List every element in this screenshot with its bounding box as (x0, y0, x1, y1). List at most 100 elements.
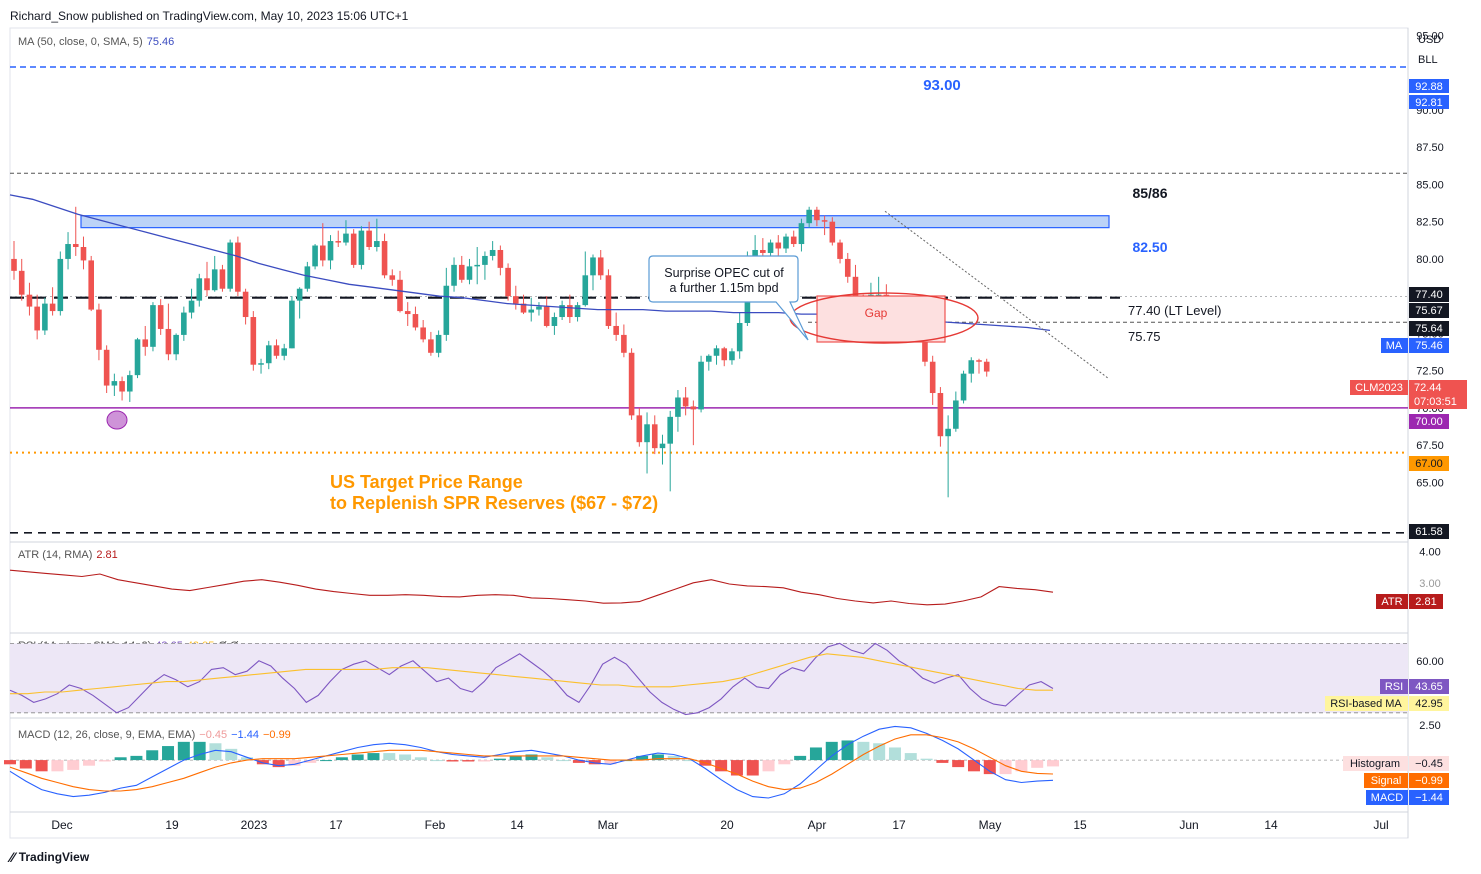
tag-7740-bg (1409, 287, 1449, 302)
tag-9281: 92.81 (1415, 97, 1443, 109)
y-tick-label: 95.00 (1416, 30, 1444, 42)
candle-body (374, 241, 380, 248)
macd-hist-bar (478, 760, 491, 762)
candle-body (57, 258, 64, 312)
candle-body (181, 312, 187, 335)
candle-body (127, 375, 133, 392)
macd-hist-bar (525, 754, 538, 761)
macd-hist-bar (841, 740, 854, 761)
level-93-label: 93.00 (923, 77, 961, 94)
candle-body (320, 245, 326, 261)
candle-body (304, 266, 311, 289)
y-tick-label: 65.00 (1416, 477, 1444, 489)
macd-hist-bar (304, 760, 317, 763)
tag-7000-bg (1409, 414, 1449, 429)
indicator-tags: ATR 2.81 RSI 43.65 RSI-based MA 42.95 Hi… (1325, 594, 1449, 805)
chart-frame (9, 27, 1409, 839)
candle-body (381, 241, 388, 276)
candle-body (976, 360, 982, 362)
macd-hist-bar (509, 755, 522, 761)
macd-hist-bar (967, 760, 980, 772)
candle-body (983, 361, 990, 372)
macd-hist-bar (588, 760, 601, 765)
candle-body (706, 355, 712, 362)
candle-body (752, 249, 758, 258)
hist-value-tag-bg (1409, 756, 1449, 771)
gap-label: Gap (865, 306, 888, 320)
resistance-zone (80, 215, 1110, 229)
macd-line (9, 725, 1054, 799)
macd-hist-bar (288, 760, 301, 766)
opec-callout-line1: Surprise OPEC cut of (664, 266, 784, 280)
rsi-band-fill (10, 643, 1408, 713)
y-tick-label: 80.00 (1416, 254, 1444, 266)
candle-body (157, 305, 164, 329)
tag-7564: 75.64 (1415, 323, 1443, 335)
atr-value-tag: 2.81 (1415, 596, 1436, 608)
x-tick-label: Mar (598, 818, 619, 832)
level-7740-label: 77.40 (LT Level) (1128, 303, 1221, 318)
candle-body (265, 345, 272, 364)
candle-body (111, 381, 118, 386)
macd-hist-bar (730, 760, 743, 776)
symbol-tag-bg (1350, 380, 1408, 395)
candle-body (80, 247, 87, 261)
candle-body (211, 269, 218, 291)
macd-hist-bar (462, 760, 475, 762)
candle-body (667, 416, 673, 444)
atr-pane: 4.00 3.00 (9, 546, 1441, 606)
candle-body (34, 306, 40, 331)
tag-7546: 75.46 (1415, 340, 1443, 352)
y-tick-label: 67.50 (1416, 440, 1444, 452)
macd-hist-bar (857, 741, 870, 761)
candle-body (281, 348, 287, 356)
tag-6158: 61.58 (1415, 526, 1443, 538)
macd-hist-bar (98, 760, 111, 762)
candle-body (165, 328, 172, 355)
macd-hist-bar (446, 760, 459, 762)
candle-body (204, 278, 210, 291)
atr-line (9, 569, 1054, 606)
macd-hist-bar (19, 760, 32, 769)
opec-callout-line2: a further 1.15m bpd (669, 281, 778, 295)
atr-value-tag-bg (1409, 594, 1443, 609)
hist-tag-bg (1343, 756, 1408, 771)
macd-hist-bar (778, 760, 791, 765)
rsi-line (9, 642, 1054, 716)
last-price-tag: 72.44 (1414, 382, 1442, 394)
symbol-tag: CLM2023 (1355, 382, 1403, 394)
candle-body (659, 443, 666, 449)
macd-hist-bar (1047, 760, 1059, 767)
macd-hist-bar (383, 753, 396, 761)
swing-low-marker (106, 410, 128, 430)
macd-tag: MACD (1371, 792, 1403, 804)
macd-tag-bg (1366, 790, 1408, 805)
candle-body (412, 314, 419, 328)
candle-body (574, 305, 581, 318)
candle-body (922, 324, 928, 362)
signal-value-tag-bg (1409, 773, 1449, 788)
x-tick-label: Jun (1179, 818, 1198, 832)
candle-body (536, 306, 542, 310)
spr-range-line2: to Replenish SPR Reserves ($67 - $72) (330, 493, 658, 513)
candle-body (428, 339, 434, 353)
candle-body (466, 266, 473, 280)
unit-label: BLL (1418, 54, 1438, 66)
atr-tag-bg (1376, 594, 1408, 609)
rsi-pane: 60.00 (9, 642, 1444, 716)
macd-value-tag-bg (1409, 790, 1449, 805)
y-tick-label: 82.50 (1416, 217, 1444, 229)
macd-hist-bar (320, 760, 333, 762)
candle-body (188, 300, 195, 313)
downtrend-line (884, 210, 1109, 379)
tag-7740: 77.40 (1415, 289, 1443, 301)
tag-9288: 92.88 (1415, 81, 1443, 93)
macd-hist-bar (683, 760, 696, 762)
macd-hist-bar (209, 743, 222, 761)
candle-body (505, 267, 511, 297)
macd-indicator-label: MACD (12, 26, close, 9, EMA, EMA) −0.45 −1… (18, 729, 291, 741)
tag-6700-bg (1409, 456, 1449, 471)
macd-hist-bar (825, 741, 838, 761)
x-tick-label: 14 (1264, 818, 1278, 832)
